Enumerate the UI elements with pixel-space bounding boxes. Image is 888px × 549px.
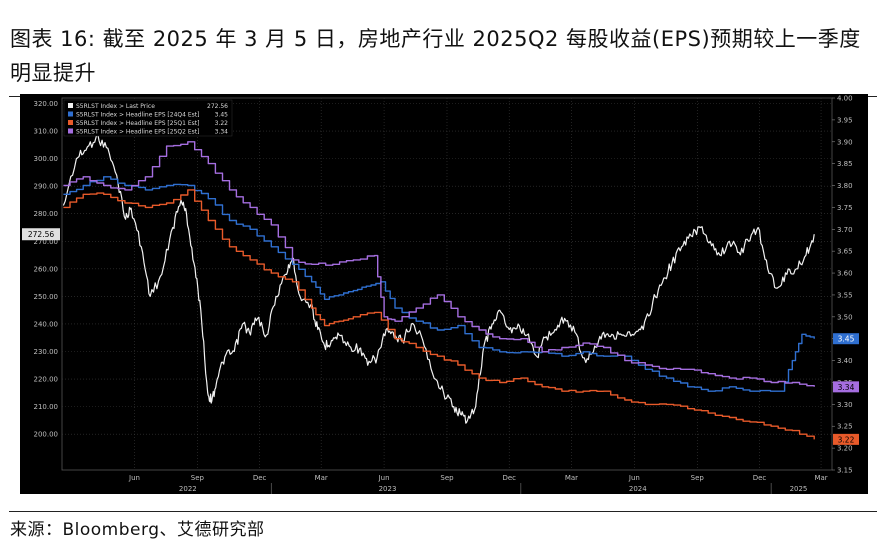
left-tick-label: 200.00 xyxy=(34,431,59,439)
series-line-1 xyxy=(62,133,815,424)
eps-last-tag-q4 xyxy=(833,333,859,345)
legend: S5RLST Index > Last Price 272.56 S5RLST In… xyxy=(63,99,233,137)
right-tick-label: 3.55 xyxy=(837,291,853,299)
x-tick-label: Dec xyxy=(253,474,267,482)
legend-entry-value: 3.34 xyxy=(215,129,229,136)
right-tick-label: 3.25 xyxy=(837,423,853,431)
right-tick-label: 3.80 xyxy=(837,182,853,190)
legend-entry-value: 3.22 xyxy=(215,120,229,127)
last-value-tags: 272.56 3.45 3.34 3.22 xyxy=(22,228,859,445)
series-line-2 xyxy=(63,176,815,392)
x-tick-label: Dec xyxy=(502,474,516,482)
eps-last-tag-text-q4: 3.45 xyxy=(838,335,855,344)
right-tick-label: 3.90 xyxy=(837,138,853,146)
year-label: 2022 xyxy=(179,485,197,493)
source-note: 来源：Bloomberg、艾德研究部 xyxy=(10,520,265,540)
x-tick-label: Dec xyxy=(753,474,767,482)
legend-entry-value: 3.45 xyxy=(215,112,229,119)
year-label: 2024 xyxy=(629,485,647,493)
x-tick-label: Mar xyxy=(315,474,328,482)
right-tick-label: 3.70 xyxy=(837,226,853,234)
legend-entry-label: S5RLST Index > Headline EPS [25Q1 Est] xyxy=(76,120,199,127)
left-axis-ticks: 200.00 210.00 220.00 230.00 240.00 250.00 260.… xyxy=(34,100,59,439)
eps-price-line-chart: 200.00 210.00 220.00 230.00 240.00 250.00 260.… xyxy=(20,94,868,494)
x-tick-label: Sep xyxy=(691,474,705,482)
x-tick-label: Jun xyxy=(628,474,640,482)
right-tick-label: 3.50 xyxy=(837,313,853,321)
bottom-divider xyxy=(9,511,877,512)
right-tick-label: 3.75 xyxy=(837,204,853,212)
x-tick-label: Jun xyxy=(128,474,140,482)
x-tick-label: Jun xyxy=(378,474,390,482)
eps-last-tag-text-q1: 3.22 xyxy=(838,435,855,444)
x-axis-ticks: Jun Sep Dec Mar Jun Sep Dec Mar Jun Sep Dec Mar 2022… xyxy=(128,474,828,494)
figure-title: 图表 16: 截至 2025 年 3 月 5 日，房地产行业 2025Q2 每股… xyxy=(10,27,861,85)
left-tick-label: 290.00 xyxy=(34,183,59,191)
left-tick-label: 240.00 xyxy=(34,320,59,328)
right-tick-label: 3.20 xyxy=(837,445,853,453)
right-tick-label: 3.85 xyxy=(837,160,853,168)
legend-entry-value: 272.56 xyxy=(207,103,228,110)
left-tick-label: 300.00 xyxy=(34,155,59,163)
right-tick-label: 3.65 xyxy=(837,248,853,256)
series-lines xyxy=(62,133,815,440)
x-tick-label: Sep xyxy=(440,474,454,482)
series-line-4 xyxy=(63,141,815,387)
legend-swatch xyxy=(68,128,73,134)
right-tick-label: 3.15 xyxy=(837,467,853,475)
right-tick-label: 3.40 xyxy=(837,357,853,365)
price-last-tag-text: 272.56 xyxy=(28,230,54,239)
left-tick-label: 250.00 xyxy=(34,293,59,301)
legend-entry-label: S5RLST Index > Headline EPS [24Q4 Est] xyxy=(76,112,199,119)
legend-entry-label: S5RLST Index > Headline EPS [25Q2 Est] xyxy=(76,129,199,136)
legend-swatch xyxy=(68,120,73,125)
x-tick-label: Mar xyxy=(814,474,827,482)
eps-last-tag-q2 xyxy=(833,381,859,393)
price-last-tag xyxy=(22,228,60,241)
left-tick-label: 320.00 xyxy=(34,100,59,108)
gridlines xyxy=(61,97,833,471)
right-tick-label: 3.60 xyxy=(837,270,853,278)
legend-swatch xyxy=(68,103,73,108)
x-tick-label: Sep xyxy=(191,474,205,482)
series-line-3 xyxy=(63,189,815,440)
legend-entry-label: S5RLST Index > Last Price xyxy=(76,103,155,110)
left-tick-label: 270.00 xyxy=(34,238,59,246)
left-tick-label: 310.00 xyxy=(34,128,59,136)
left-tick-label: 260.00 xyxy=(34,265,59,273)
left-tick-label: 210.00 xyxy=(34,403,59,411)
right-tick-label: 4.00 xyxy=(837,95,853,103)
legend-box xyxy=(63,99,233,137)
eps-last-tag-text-q2: 3.34 xyxy=(838,383,855,392)
left-tick-label: 220.00 xyxy=(34,376,59,384)
year-label: 2023 xyxy=(379,485,397,493)
right-tick-label: 3.30 xyxy=(837,401,853,409)
year-label: 2025 xyxy=(790,485,808,493)
legend-swatch xyxy=(68,111,73,117)
chart-background xyxy=(20,94,868,494)
left-tick-label: 280.00 xyxy=(34,210,59,218)
right-tick-label: 3.95 xyxy=(837,116,853,124)
eps-last-tag-q1 xyxy=(833,433,859,445)
left-tick-label: 230.00 xyxy=(34,348,59,356)
x-tick-label: Mar xyxy=(565,474,578,482)
